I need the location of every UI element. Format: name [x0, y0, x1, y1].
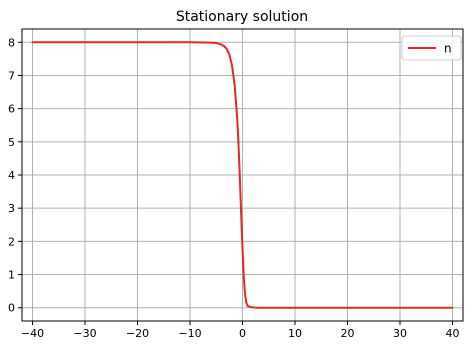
x-tick-label: 0 [239, 327, 246, 340]
y-tick-label: 4 [8, 169, 15, 182]
legend-label-n: n [444, 42, 452, 56]
x-tick-label: −30 [73, 327, 96, 340]
x-tick-label: 30 [393, 327, 407, 340]
y-tick-label: 3 [8, 202, 15, 215]
y-tick-label: 0 [8, 302, 15, 315]
y-tick-label: 5 [8, 136, 15, 149]
y-tick-label: 6 [8, 103, 15, 116]
x-tick-label: 10 [288, 327, 302, 340]
y-tick-label: 1 [8, 269, 15, 282]
y-tick-label: 7 [8, 69, 15, 82]
grid [22, 29, 463, 321]
x-tick-label: −20 [126, 327, 149, 340]
axes-ticks: −40 −30 −20 −10 0 10 20 30 40 0 1 2 3 4 5 6 7 8 [8, 36, 460, 340]
series-line-n [31, 41, 454, 309]
series-layer [31, 41, 454, 309]
x-tick-label: −10 [178, 327, 201, 340]
legend: n [401, 35, 462, 61]
x-tick-label: 20 [341, 327, 355, 340]
x-tick-label: 40 [446, 327, 460, 340]
y-tick-label: 2 [8, 235, 15, 248]
y-tick-label: 8 [8, 36, 15, 49]
x-tick-label: −40 [21, 327, 44, 340]
chart-title: Stationary solution [176, 9, 308, 25]
